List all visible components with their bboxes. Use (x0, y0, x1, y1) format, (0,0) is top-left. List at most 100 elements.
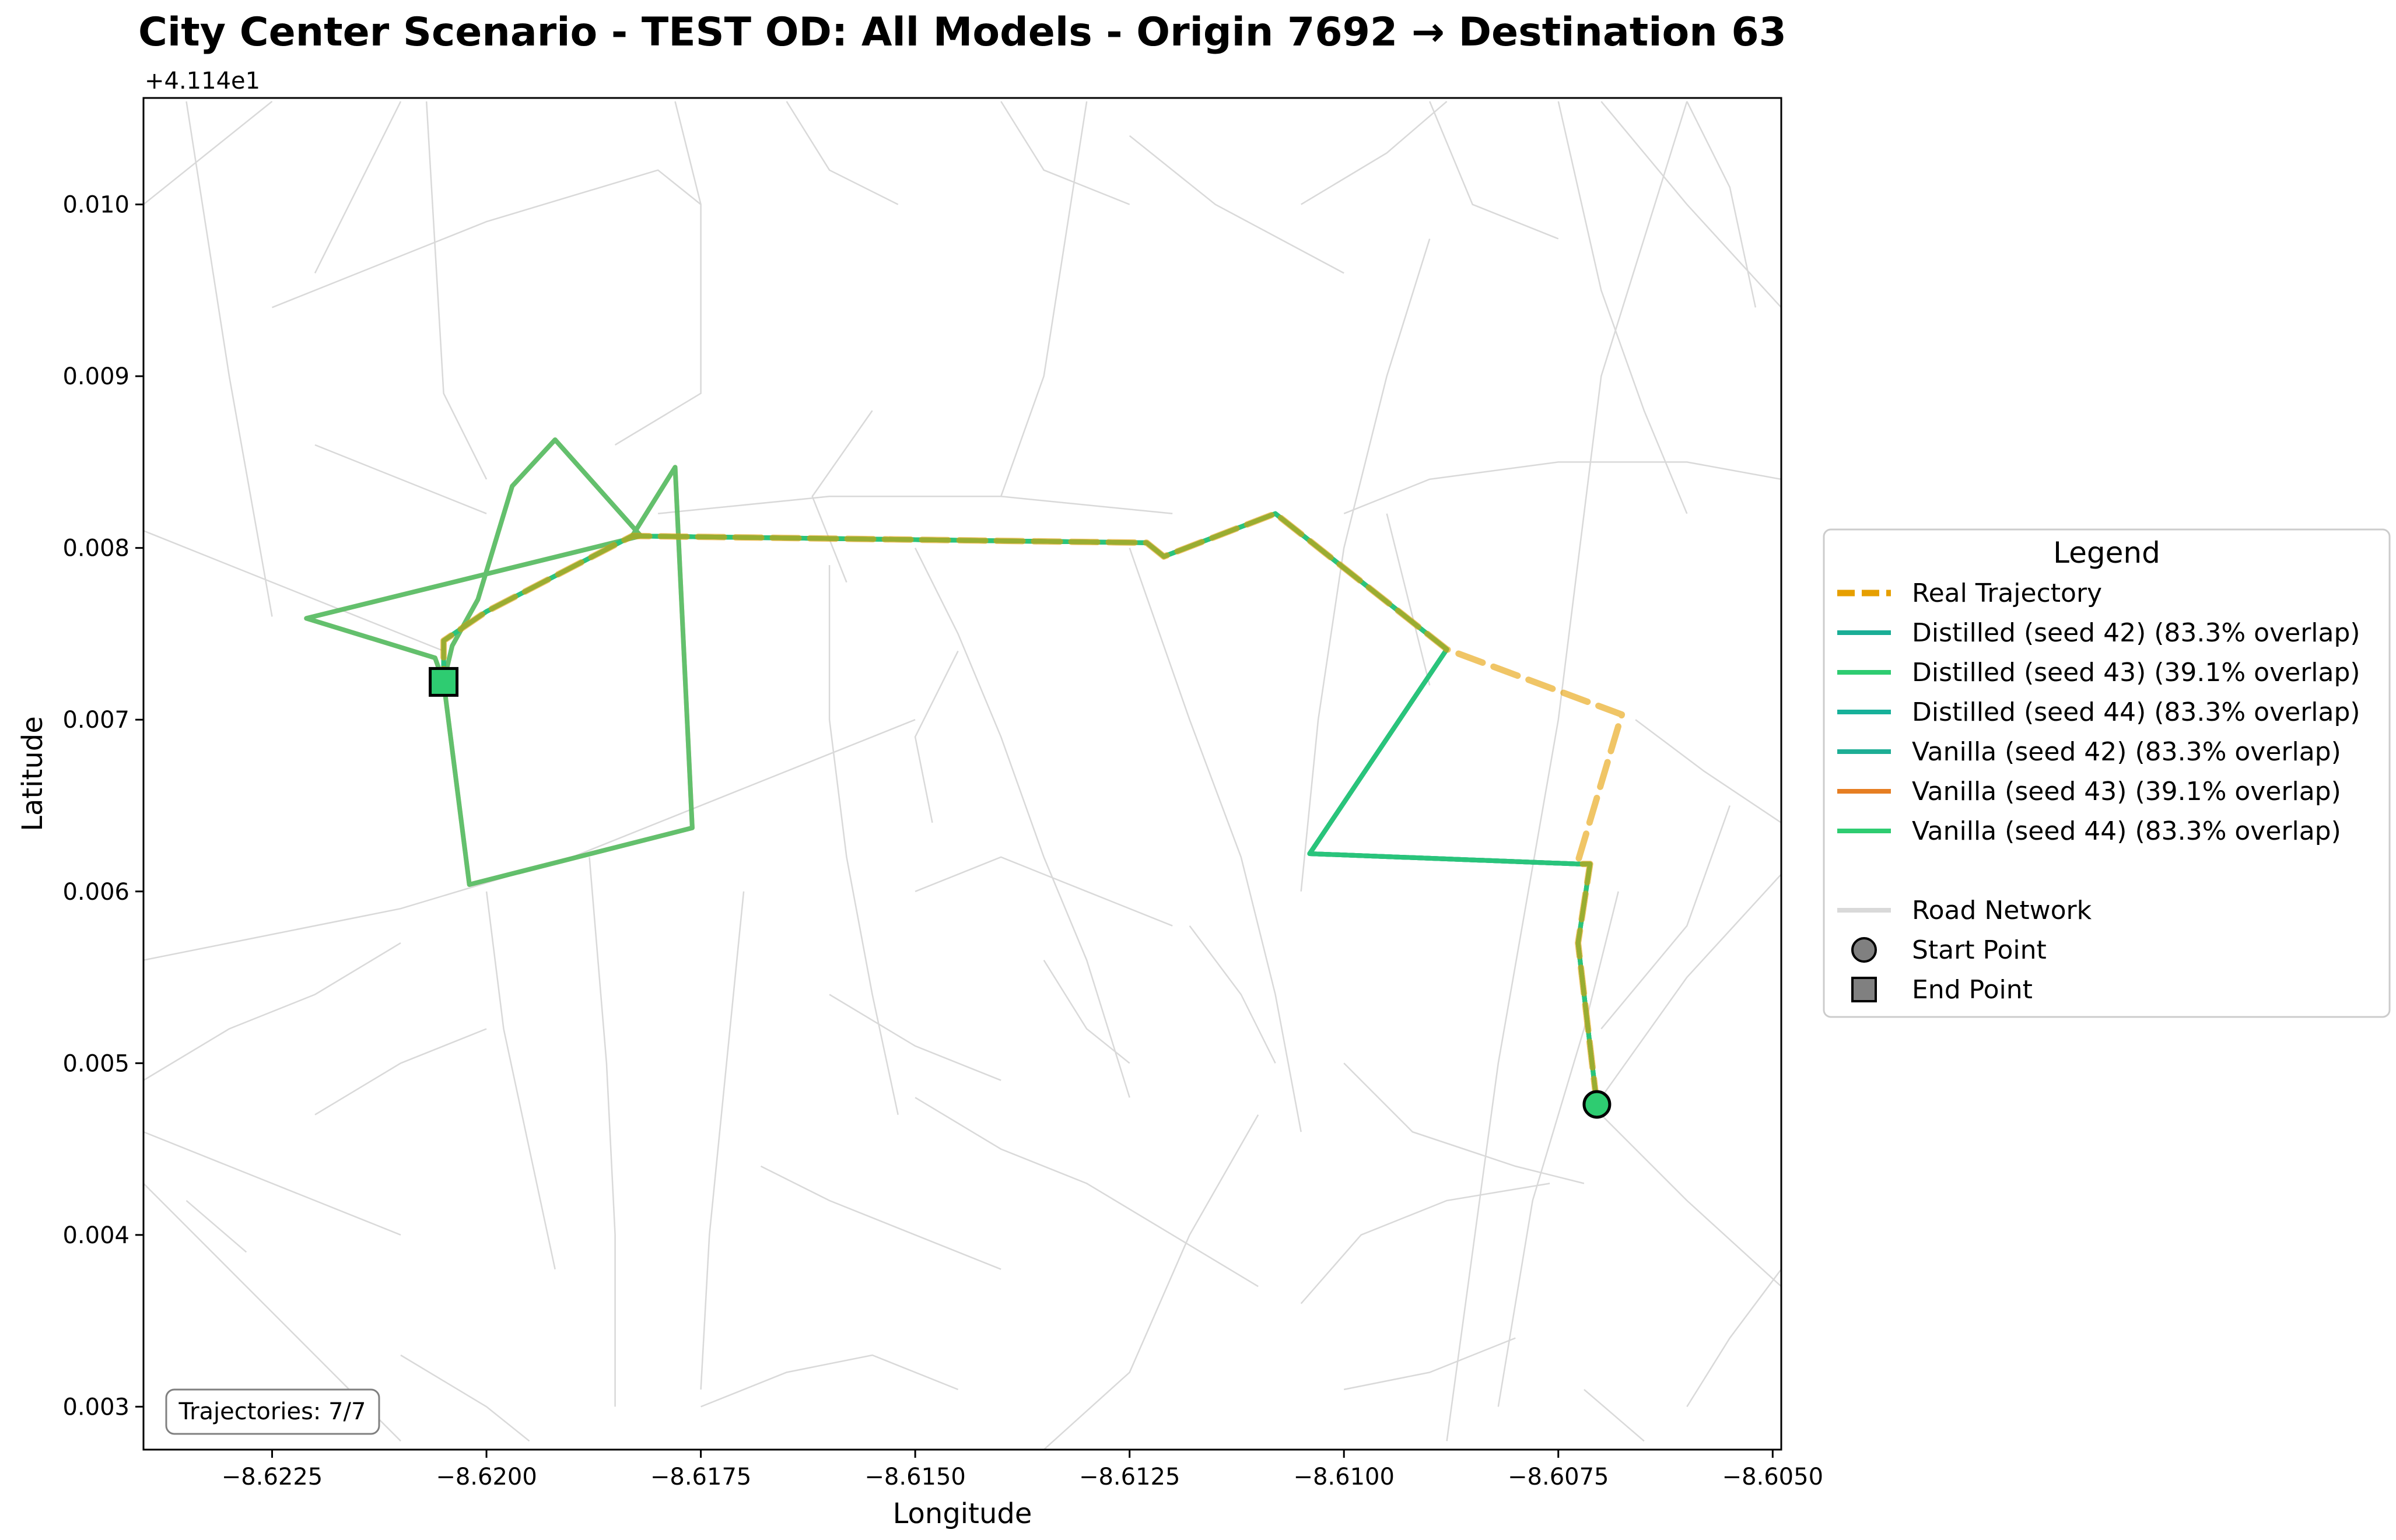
road-segment-21 (1497, 891, 1619, 1407)
legend-items: Real Trajectory Distilled (seed 42) (83.3… (1837, 578, 2360, 1005)
road-segment-20 (1446, 101, 1688, 1441)
start-point-marker (1582, 1090, 1612, 1119)
x-tick-label: −8.6100 (1293, 1464, 1394, 1490)
legend-label-3: Distilled (seed 44) (83.3% overlap) (1912, 697, 2360, 727)
x-tick-label: −8.6125 (1079, 1464, 1180, 1490)
road-segment-33 (1043, 1114, 1259, 1450)
road-segment-13 (1343, 461, 1781, 514)
y-tick-label: 0.009 (62, 363, 129, 390)
legend-label-5: Vanilla (seed 43) (39.1% overlap) (1912, 777, 2341, 806)
legend-end-marker (1851, 977, 1877, 1002)
road-segment-27 (1300, 1183, 1550, 1304)
road-segment-53 (674, 101, 702, 205)
road-segment-4 (272, 169, 702, 446)
road-segment-2 (143, 100, 273, 205)
y-offset-label: +4.114e1 (145, 68, 260, 94)
road-segment-44 (185, 1199, 247, 1253)
road-segment-19 (1429, 101, 1559, 240)
y-tick-label: 0.005 (62, 1050, 129, 1077)
road-segment-11 (1129, 548, 1302, 1132)
trajectory-count-box: Trajectories: 7/7 (165, 1388, 380, 1435)
y-tick-label: 0.004 (62, 1222, 129, 1249)
y-tick-label: 0.007 (62, 707, 129, 734)
legend-label-1: Distilled (seed 42) (83.3% overlap) (1912, 618, 2360, 648)
legend-title: Legend (2053, 536, 2160, 570)
x-axis-label: Longitude (893, 1497, 1032, 1530)
y-tick-label: 0.008 (62, 535, 129, 562)
road-segment-16 (1557, 101, 1688, 514)
road-segment-34 (700, 891, 745, 1390)
road-segment-10 (1000, 101, 1088, 497)
road-segment-22 (1600, 1114, 1781, 1288)
road-segment-36 (760, 1165, 1001, 1270)
trajectory-series (304, 437, 1626, 1108)
road-segment-45 (314, 1028, 487, 1115)
road-segment-54 (314, 444, 487, 514)
y-axis-ticks: 0.003 0.004 0.005 0.006 0.007 0.008 0.009 0.010 (62, 192, 143, 1420)
road-segment-46 (811, 410, 873, 583)
road-segment-52 (786, 101, 899, 205)
road-segment-29 (1584, 1388, 1645, 1442)
road-segment-42 (485, 891, 556, 1269)
x-tick-label: −8.6150 (864, 1464, 965, 1490)
road-segment-28 (1343, 1337, 1516, 1391)
road-segment-3 (185, 101, 273, 617)
road-segment-23 (1600, 874, 1781, 1098)
road-segment-5 (425, 101, 488, 480)
legend-label-4: Vanilla (seed 42) (83.3% overlap) (1912, 737, 2341, 767)
plot-area (143, 98, 1781, 1450)
road-segment-43 (400, 1354, 530, 1442)
legend-label-0: Real Trajectory (1912, 578, 2102, 608)
road-segment-14 (1301, 100, 1448, 205)
y-tick-label: 0.003 (62, 1394, 129, 1420)
plot-frame (142, 97, 1782, 1451)
road-segment-47 (914, 650, 959, 823)
od-markers (429, 666, 1612, 1119)
road-network (143, 100, 1781, 1450)
legend: Legend Real Trajectory Distilled (seed 42… (1823, 528, 2391, 1018)
x-tick-label: −8.6175 (650, 1464, 751, 1490)
x-tick-label: −8.6225 (222, 1464, 323, 1490)
y-tick-label: 0.010 (62, 192, 129, 219)
road-segment-7 (657, 496, 1173, 515)
road-segment-25 (1635, 719, 1781, 823)
road-segment-0 (143, 530, 444, 652)
y-axis-label: Latitude (16, 716, 49, 832)
road-segment-48 (1043, 959, 1130, 1064)
legend-box (1823, 528, 2391, 1018)
x-axis-ticks: −8.6225 −8.6200 −8.6175 −8.6150 −8.6125 −8.61… (222, 1450, 1823, 1490)
road-segment-26 (1343, 1062, 1585, 1184)
road-segment-38 (829, 994, 1001, 1081)
legend-label-10: End Point (1912, 975, 2033, 1005)
legend-label-9: Start Point (1912, 935, 2047, 965)
road-segment-50 (1386, 513, 1431, 686)
road-segment-31 (915, 1097, 1259, 1288)
road-segment-35 (589, 857, 616, 1407)
legend-label-2: Distilled (seed 43) (39.1% overlap) (1912, 658, 2360, 687)
road-segment-9 (828, 565, 899, 1115)
legend-label-6: Vanilla (seed 44) (83.3% overlap) (1912, 816, 2341, 846)
road-segment-37 (700, 1354, 959, 1408)
road-segment-6 (314, 101, 402, 273)
series-line-0 (440, 510, 1626, 1108)
road-segment-12 (1300, 238, 1431, 892)
end-point-marker (429, 666, 459, 697)
x-tick-label: −8.6050 (1722, 1464, 1823, 1490)
legend-start-marker (1851, 937, 1877, 963)
road-segment-8 (914, 548, 1130, 1098)
y-tick-label: 0.006 (62, 879, 129, 906)
chart-title: City Center Scenario - TEST OD: All Mode… (138, 9, 1787, 55)
road-segment-18 (1686, 101, 1757, 308)
legend-label-8: Road Network (1912, 896, 2092, 925)
road-segment-17 (1600, 101, 1781, 308)
x-tick-label: −8.6200 (436, 1464, 537, 1490)
road-segment-32 (915, 856, 1173, 927)
x-tick-label: −8.6075 (1508, 1464, 1609, 1490)
road-segment-39 (143, 1131, 401, 1236)
road-segment-51 (1000, 101, 1130, 205)
road-segment-15 (1129, 135, 1344, 274)
road-segment-24 (1600, 805, 1731, 1030)
road-segment-49 (1189, 925, 1276, 1064)
road-segment-30 (1686, 1268, 1781, 1408)
